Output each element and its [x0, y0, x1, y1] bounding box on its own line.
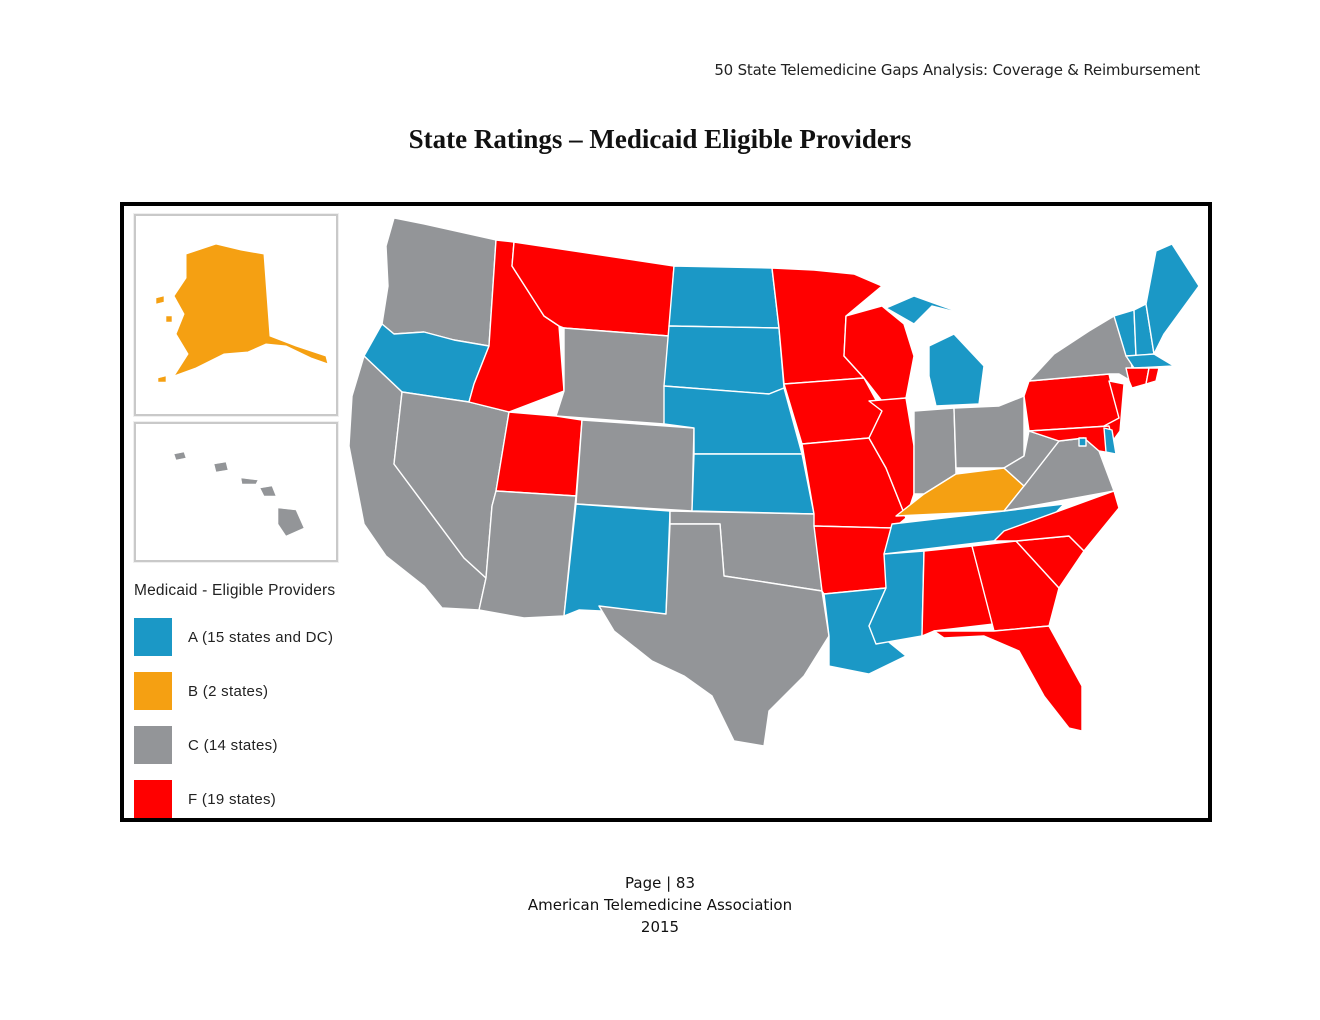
state-MI	[885, 295, 985, 407]
state-RI	[1145, 367, 1160, 385]
state-AK-islands	[155, 295, 173, 383]
state-HI-molokai	[240, 477, 259, 485]
state-IA	[783, 377, 883, 445]
state-IL	[868, 397, 915, 519]
state-AL	[921, 545, 995, 637]
state-FL	[933, 625, 1083, 732]
legend-swatch-a	[134, 618, 172, 656]
state-MD	[1028, 425, 1117, 455]
state-CT	[1125, 367, 1150, 389]
alaska-inset	[134, 214, 338, 416]
state-TX	[598, 523, 830, 747]
legend-swatch-c	[134, 726, 172, 764]
legend-swatch-f	[134, 780, 172, 818]
us-map	[348, 217, 1200, 747]
legend-label: F (19 states)	[188, 790, 277, 808]
state-AZ	[478, 490, 577, 619]
state-DC	[1078, 437, 1087, 447]
map-figure: Medicaid - Eligible Providers A (15 stat…	[120, 202, 1212, 822]
state-NC	[993, 490, 1120, 552]
page-footer: Page | 83 American Telemedicine Associat…	[0, 872, 1320, 938]
legend-item-f: F (19 states)	[134, 780, 434, 818]
page-number: Page | 83	[625, 874, 695, 892]
legend-label: C (14 states)	[188, 736, 278, 754]
legend-label: B (2 states)	[188, 682, 269, 700]
state-ND	[668, 265, 780, 329]
legend-item-a: A (15 states and DC)	[134, 618, 434, 656]
state-UT	[495, 411, 583, 497]
state-WY	[555, 327, 670, 425]
state-ME	[1145, 243, 1200, 355]
state-GA	[971, 540, 1060, 632]
state-MA	[1125, 353, 1175, 369]
state-CO	[575, 419, 695, 512]
state-OH	[953, 395, 1025, 469]
state-DE	[1103, 427, 1117, 455]
state-HI-maui	[259, 485, 277, 497]
footer-year: 2015	[640, 918, 680, 936]
state-SD	[663, 325, 785, 395]
running-header: 50 State Telemedicine Gaps Analysis: Cov…	[714, 61, 1200, 79]
legend-title: Medicaid - Eligible Providers	[134, 582, 336, 599]
hawaii-inset	[134, 422, 338, 562]
state-NM	[563, 503, 671, 617]
state-PA	[1023, 373, 1120, 432]
page-title: State Ratings – Medicaid Eligible Provid…	[408, 124, 912, 154]
state-AK	[172, 243, 329, 377]
footer-organization: American Telemedicine Association	[527, 896, 793, 914]
state-WA	[381, 217, 497, 347]
state-HI-kauai	[173, 451, 187, 461]
state-HI-big-island	[277, 507, 305, 537]
state-AR	[813, 525, 895, 595]
legend-item-c: C (14 states)	[134, 726, 434, 764]
legend-swatch-b	[134, 672, 172, 710]
legend-label: A (15 states and DC)	[188, 628, 334, 646]
state-HI-oahu	[213, 461, 229, 473]
map-legend: Medicaid - Eligible Providers A (15 stat…	[134, 582, 434, 834]
legend-item-b: B (2 states)	[134, 672, 434, 710]
state-KS	[691, 453, 815, 515]
